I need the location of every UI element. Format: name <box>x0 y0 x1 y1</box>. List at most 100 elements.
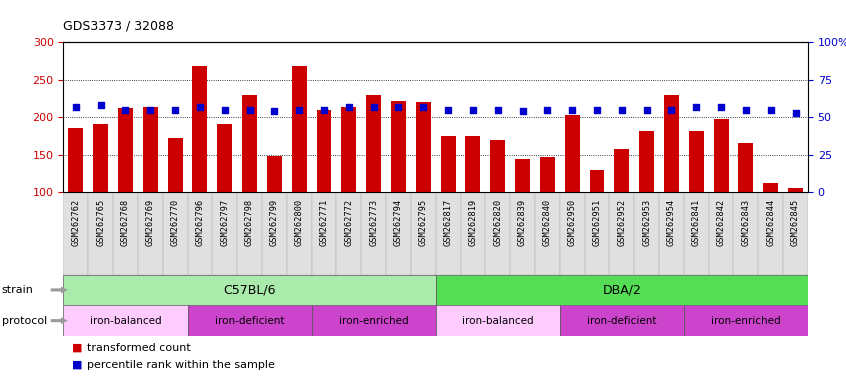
Point <box>640 107 653 113</box>
Point <box>168 107 182 113</box>
Bar <box>758 192 783 275</box>
Text: GSM262768: GSM262768 <box>121 199 130 246</box>
Text: GSM262844: GSM262844 <box>766 199 775 246</box>
Bar <box>560 192 585 275</box>
Point <box>565 107 579 113</box>
Bar <box>684 192 709 275</box>
Bar <box>143 108 157 192</box>
Text: GSM262841: GSM262841 <box>692 199 700 246</box>
Text: iron-balanced: iron-balanced <box>90 316 162 326</box>
Point <box>615 107 629 113</box>
Point <box>764 107 777 113</box>
Bar <box>609 192 634 275</box>
Point <box>342 104 355 110</box>
Text: GSM262819: GSM262819 <box>469 199 477 246</box>
Bar <box>640 131 654 192</box>
Bar <box>684 305 808 336</box>
Bar <box>614 149 629 192</box>
Point <box>491 107 504 113</box>
Bar <box>391 101 406 192</box>
Bar <box>585 192 609 275</box>
Point <box>516 108 530 114</box>
Point <box>94 102 107 108</box>
Point <box>317 107 331 113</box>
Text: GSM262843: GSM262843 <box>741 199 750 246</box>
Text: GSM262951: GSM262951 <box>592 199 602 246</box>
Bar <box>311 305 436 336</box>
Bar <box>465 136 481 192</box>
Text: DBA/2: DBA/2 <box>602 283 641 296</box>
Bar <box>292 66 306 192</box>
Text: GSM262952: GSM262952 <box>618 199 626 246</box>
Point <box>665 107 678 113</box>
Bar <box>436 192 460 275</box>
Text: strain: strain <box>2 285 34 295</box>
Bar <box>733 192 758 275</box>
Bar <box>237 192 262 275</box>
Bar <box>560 305 684 336</box>
Bar <box>193 66 207 192</box>
Bar <box>138 192 162 275</box>
Bar <box>386 192 411 275</box>
Bar <box>168 138 183 192</box>
Bar <box>88 192 113 275</box>
Text: GSM262840: GSM262840 <box>543 199 552 246</box>
Bar <box>63 192 88 275</box>
Bar <box>540 157 555 192</box>
Bar <box>664 95 678 192</box>
Bar <box>63 305 188 336</box>
Text: GSM262769: GSM262769 <box>146 199 155 246</box>
Point <box>689 104 703 110</box>
Bar <box>162 192 188 275</box>
Bar <box>63 275 436 305</box>
Text: GSM262953: GSM262953 <box>642 199 651 246</box>
Bar <box>366 95 381 192</box>
Bar <box>69 127 83 192</box>
Point <box>416 104 430 110</box>
Point <box>193 104 206 110</box>
Point <box>144 107 157 113</box>
Bar <box>634 192 659 275</box>
Bar <box>287 192 311 275</box>
Bar <box>659 192 684 275</box>
Bar <box>763 183 778 192</box>
Bar <box>267 156 282 192</box>
Point <box>591 107 604 113</box>
Text: GSM262845: GSM262845 <box>791 199 800 246</box>
Bar <box>709 192 733 275</box>
Bar <box>93 124 108 192</box>
Point <box>367 104 381 110</box>
Bar <box>361 192 386 275</box>
Text: iron-balanced: iron-balanced <box>462 316 534 326</box>
Text: GSM262950: GSM262950 <box>568 199 577 246</box>
Bar <box>262 192 287 275</box>
Text: protocol: protocol <box>2 316 47 326</box>
Text: GSM262954: GSM262954 <box>667 199 676 246</box>
Point <box>293 107 306 113</box>
Text: GSM262770: GSM262770 <box>171 199 179 246</box>
Point <box>118 107 132 113</box>
Point <box>541 107 554 113</box>
Bar <box>590 170 604 192</box>
Point <box>466 107 480 113</box>
Text: GSM262817: GSM262817 <box>443 199 453 246</box>
Text: GSM262795: GSM262795 <box>419 199 428 246</box>
Text: GSM262839: GSM262839 <box>518 199 527 246</box>
Text: iron-enriched: iron-enriched <box>339 316 409 326</box>
Bar <box>535 192 560 275</box>
Bar <box>491 140 505 192</box>
Point <box>442 107 455 113</box>
Bar <box>411 192 436 275</box>
Text: transformed count: transformed count <box>87 343 191 353</box>
Text: iron-enriched: iron-enriched <box>711 316 781 326</box>
Bar <box>342 107 356 192</box>
Text: GDS3373 / 32088: GDS3373 / 32088 <box>63 20 174 33</box>
Point <box>739 107 753 113</box>
Bar <box>188 305 311 336</box>
Bar <box>783 192 808 275</box>
Point <box>392 104 405 110</box>
Bar <box>515 159 530 192</box>
Bar <box>188 192 212 275</box>
Bar <box>689 131 704 192</box>
Bar <box>311 192 337 275</box>
